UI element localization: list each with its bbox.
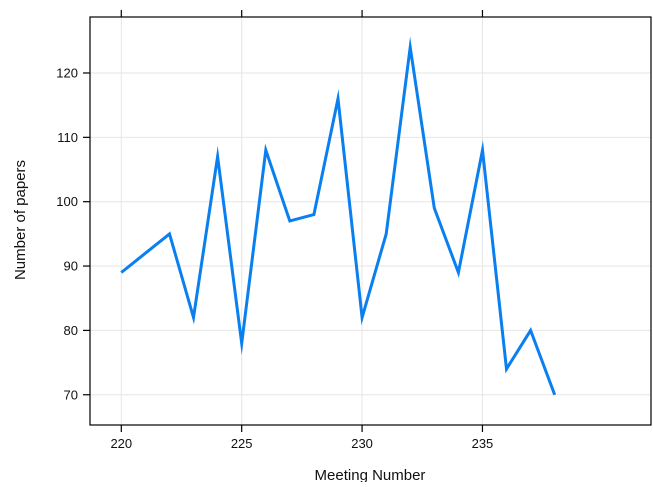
y-tick-label: 90 — [64, 259, 78, 274]
y-tick-label: 120 — [56, 65, 78, 80]
x-axis-ticks: 220 225 230 235 — [110, 10, 493, 451]
series-line — [120, 36, 557, 396]
data-point — [529, 329, 532, 332]
data-point — [457, 271, 460, 274]
data-point — [385, 232, 388, 235]
y-tick-label: 80 — [64, 323, 78, 338]
plot-frame — [89, 16, 652, 426]
x-tick-label: 230 — [351, 436, 373, 451]
data-point — [264, 149, 267, 152]
x-tick-label: 220 — [110, 436, 132, 451]
x-tick-label: 225 — [231, 436, 253, 451]
series-lines — [120, 36, 557, 396]
data-point — [336, 97, 339, 100]
data-point — [168, 232, 171, 235]
x-tick-label: 235 — [472, 436, 494, 451]
grid-lines — [90, 17, 651, 425]
x-axis-label: Meeting Number — [315, 467, 426, 482]
data-point — [553, 393, 556, 396]
y-tick-label: 110 — [57, 130, 78, 145]
data-point — [312, 213, 315, 216]
data-point — [433, 207, 436, 210]
data-point — [120, 271, 123, 274]
data-point — [409, 46, 412, 49]
data-point — [144, 252, 147, 255]
data-point — [505, 368, 508, 371]
data-point — [288, 220, 291, 223]
y-tick-label: 70 — [64, 387, 78, 402]
data-point — [240, 342, 243, 345]
data-point — [192, 316, 195, 319]
data-point — [361, 316, 364, 319]
data-point — [216, 155, 219, 158]
data-point — [481, 149, 484, 152]
y-axis-ticks: 70 80 90 100 110 120 — [56, 65, 90, 402]
y-tick-label: 100 — [56, 194, 78, 209]
plot-border — [89, 16, 652, 426]
y-axis-label: Number of papers — [12, 160, 29, 280]
